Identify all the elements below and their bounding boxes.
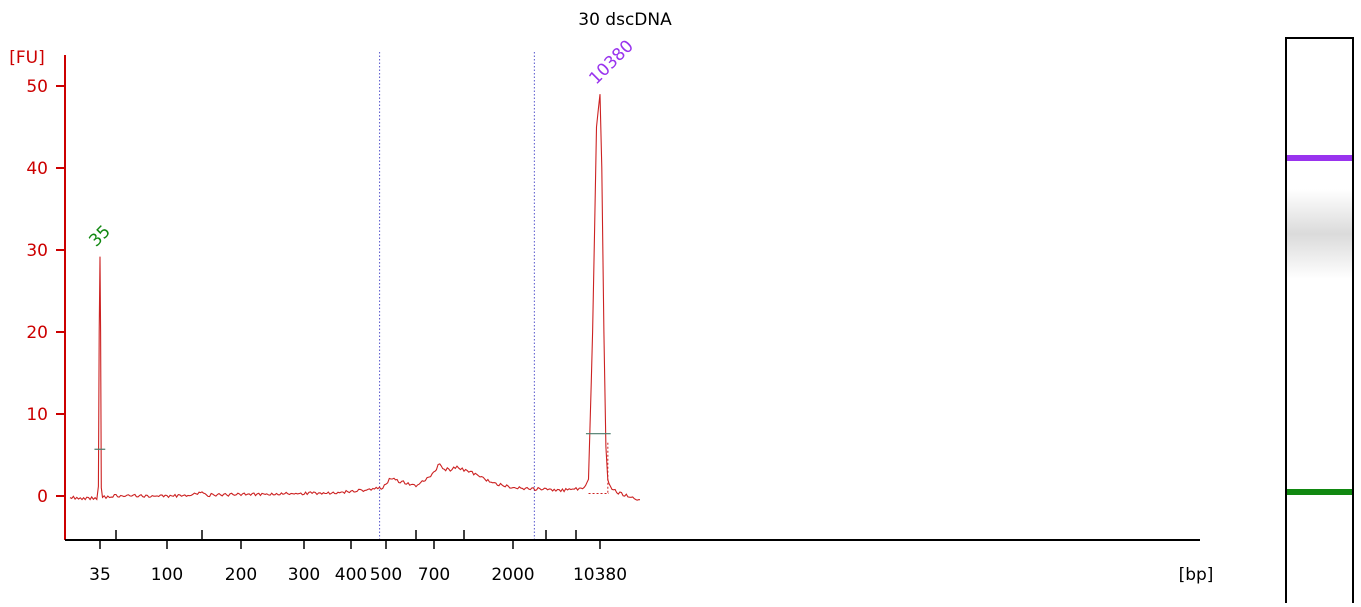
y-tick-label: 50 — [26, 77, 48, 97]
peak-markers: 35 10380 — [85, 36, 638, 495]
x-tick-label: 100 — [151, 565, 183, 585]
y-tick-label: 0 — [37, 487, 48, 507]
x-tick-label: 700 — [418, 565, 450, 585]
region-lines — [379, 52, 535, 540]
y-tick-label: 10 — [26, 405, 48, 425]
x-tick-label: 300 — [288, 565, 320, 585]
x-tick-label: 35 — [89, 565, 111, 585]
peak-label: 10380 — [585, 36, 637, 88]
gel-marker-band — [1287, 488, 1352, 495]
x-tick-label: 200 — [225, 565, 257, 585]
peak-label: 35 — [85, 222, 114, 251]
axes: 0 10 20 30 40 50 35 100 200 300 400 500 700 2000 10380 — [26, 55, 1200, 585]
x-tick-label: 2000 — [491, 565, 534, 585]
y-tick-label: 20 — [26, 323, 48, 343]
gel-lane — [1285, 37, 1354, 603]
y-axis-unit-label: [FU] — [9, 48, 45, 68]
trace-layer — [69, 94, 640, 501]
y-tick-label: 40 — [26, 159, 48, 179]
x-axis-unit-label: [bp] — [1179, 565, 1214, 585]
gel-marker-band — [1287, 154, 1352, 161]
gel-smear-band — [1287, 189, 1352, 280]
trace-line — [69, 94, 640, 501]
chart-title: 30 dscDNA — [578, 10, 672, 30]
x-tick-label: 500 — [370, 565, 402, 585]
x-tick-label: 10380 — [573, 565, 627, 585]
x-tick-label: 400 — [335, 565, 367, 585]
y-tick-label: 30 — [26, 241, 48, 261]
